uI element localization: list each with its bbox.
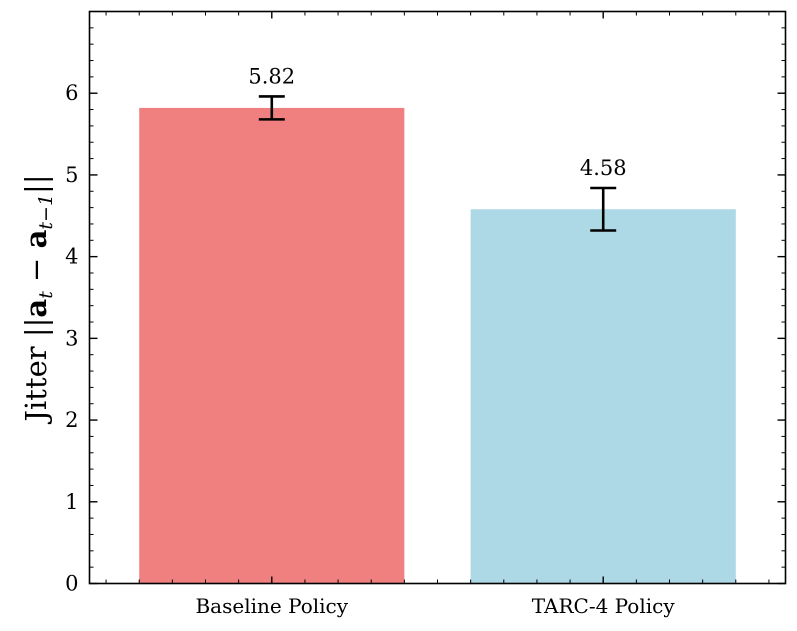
y-axis-label-sub2: t−1 [35,194,57,230]
y-axis-label: Jitter ||at − at−1|| [19,174,57,424]
y-tick-label-0: 0 [65,572,78,596]
y-axis-label-suffix: || [19,174,53,194]
y-axis-label-prefix: Jitter || [19,318,53,425]
bar-0 [139,107,405,584]
bar-1 [470,209,736,584]
y-axis-label-sub1: t [35,291,57,299]
plot-frame [88,10,787,585]
x-tick-label-0: Baseline Policy [195,594,348,618]
y-axis-label-minus: − [19,248,53,291]
y-tick-label-5: 5 [65,163,78,187]
y-tick-label-3: 3 [65,326,78,350]
y-tick-label-6: 6 [65,81,78,105]
x-tick-label-1: TARC-4 Policy [532,594,676,618]
data-label-1: 4.58 [580,156,627,180]
y-tick-label-2: 2 [65,408,78,432]
y-tick-label-4: 4 [65,245,78,269]
data-label-0: 5.82 [248,64,295,88]
y-axis-label-a2: a [19,229,53,248]
y-tick-label-1: 1 [65,490,78,514]
y-axis-label-a1: a [19,299,53,318]
